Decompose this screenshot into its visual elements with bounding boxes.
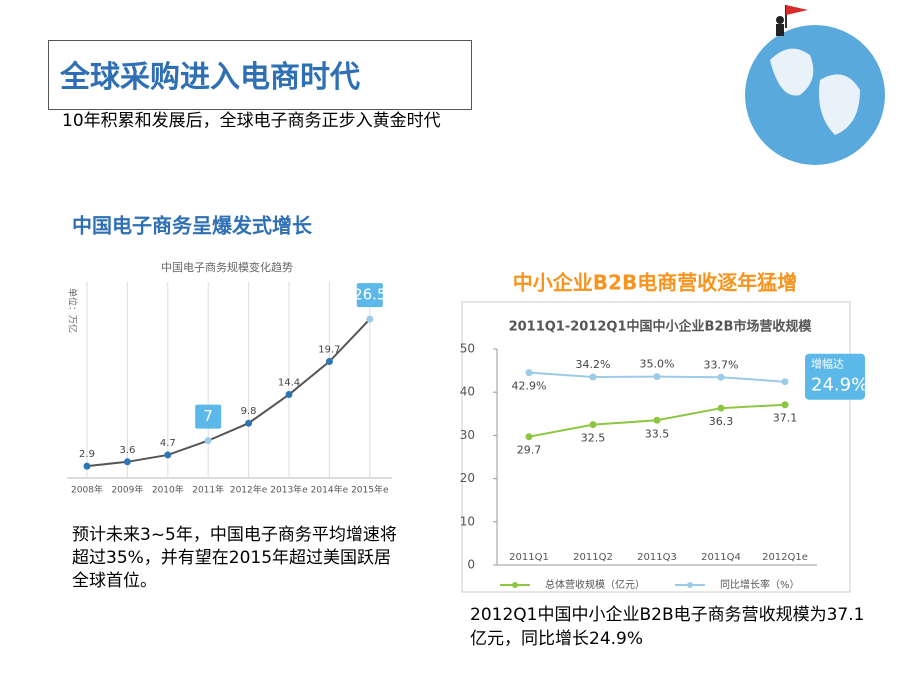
point bbox=[204, 437, 212, 445]
value-label: 33.5 bbox=[645, 427, 670, 440]
title-box bbox=[48, 40, 472, 110]
point bbox=[781, 378, 789, 386]
point bbox=[83, 462, 91, 470]
point bbox=[525, 433, 533, 441]
point bbox=[525, 369, 533, 377]
value-label: 36.3 bbox=[709, 415, 734, 428]
y-tick-label: 50 bbox=[460, 342, 475, 356]
point bbox=[164, 451, 172, 459]
y-tick-label: 20 bbox=[460, 471, 475, 485]
value-label: 42.9% bbox=[512, 380, 547, 393]
legend-marker bbox=[687, 582, 693, 588]
value-label: 14.4 bbox=[278, 378, 300, 389]
value-label: 7 bbox=[203, 407, 213, 425]
globe-icon bbox=[745, 5, 885, 165]
x-tick-label: 2013年e bbox=[270, 484, 308, 496]
point bbox=[589, 373, 597, 381]
chart-title: 2011Q1-2012Q1中国中小企业B2B市场营收规模 bbox=[509, 319, 813, 335]
value-label: 24.9% bbox=[811, 375, 868, 396]
caption: 2012Q1中国中小企业B2B电子商务营收规模为37.1亿元，同比增长24.9% bbox=[470, 605, 865, 649]
value-label: 26.5 bbox=[353, 286, 386, 304]
point bbox=[717, 373, 725, 381]
point bbox=[285, 391, 293, 399]
x-tick-label: 2011Q1 bbox=[509, 552, 549, 563]
x-tick-label: 2015年e bbox=[351, 484, 389, 496]
x-tick-label: 2010年 bbox=[152, 484, 184, 496]
chart-heading: 中国电子商务呈爆发式增长 bbox=[72, 214, 313, 238]
legend-label: 同比增长率（%） bbox=[720, 578, 800, 591]
x-tick-label: 2014年e bbox=[311, 484, 349, 496]
chart-heading: 中小企业B2B电商营收逐年猛增 bbox=[513, 271, 797, 295]
legend-marker bbox=[512, 582, 518, 588]
title: 全球采购进入电商时代 bbox=[60, 60, 360, 95]
y-tick-label: 40 bbox=[460, 385, 475, 399]
line bbox=[86, 318, 371, 468]
y-tick-label: 0 bbox=[467, 558, 475, 572]
point bbox=[123, 458, 131, 466]
point bbox=[325, 358, 333, 366]
point bbox=[781, 401, 789, 409]
point bbox=[653, 416, 661, 424]
x-tick-label: 2011Q2 bbox=[573, 552, 613, 563]
label-box bbox=[195, 404, 222, 429]
value-label: 37.1 bbox=[773, 412, 798, 425]
value-label: 4.7 bbox=[160, 438, 176, 449]
point bbox=[717, 404, 725, 412]
legend-label: 总体营收规模（亿元） bbox=[545, 578, 645, 591]
y-axis-label: 单位：万亿 bbox=[67, 288, 79, 333]
annotation: 增幅达 bbox=[811, 357, 844, 371]
point bbox=[366, 315, 374, 323]
x-tick-label: 2009年 bbox=[111, 484, 143, 496]
value-label: 34.2% bbox=[576, 358, 611, 371]
caption: 预计未来3~5年，中国电子商务平均增速将超过35%，并有望在2015年超过美国跃… bbox=[72, 525, 397, 591]
value-label: 3.6 bbox=[119, 445, 135, 456]
point bbox=[653, 373, 661, 381]
chart-frame bbox=[461, 301, 851, 593]
label-box bbox=[805, 353, 865, 400]
subtitle: 10年积累和发展后，全球电子商务正步入黄金时代 bbox=[62, 111, 441, 131]
value-label: 9.8 bbox=[241, 406, 257, 417]
x-tick-label: 2011年 bbox=[192, 484, 224, 496]
value-label: 33.7% bbox=[704, 358, 739, 371]
value-label: 19.7 bbox=[318, 345, 340, 356]
x-tick-label: 2012Q1e bbox=[762, 552, 808, 563]
x-tick-label: 2011Q3 bbox=[637, 552, 677, 563]
x-tick-label: 2012年e bbox=[230, 484, 268, 496]
x-tick-label: 2011Q4 bbox=[701, 552, 741, 563]
value-label: 2.9 bbox=[79, 449, 95, 460]
value-label: 29.7 bbox=[517, 444, 542, 457]
label-box bbox=[356, 283, 383, 308]
point bbox=[589, 421, 597, 429]
value-label: 35.0% bbox=[640, 358, 675, 371]
chart-title: 中国电子商务规模变化趋势 bbox=[161, 260, 293, 274]
x-tick-label: 2008年 bbox=[71, 484, 103, 496]
point bbox=[245, 419, 253, 427]
y-tick-label: 10 bbox=[460, 514, 475, 528]
value-label: 32.5 bbox=[581, 432, 606, 445]
y-tick-label: 30 bbox=[460, 428, 475, 442]
